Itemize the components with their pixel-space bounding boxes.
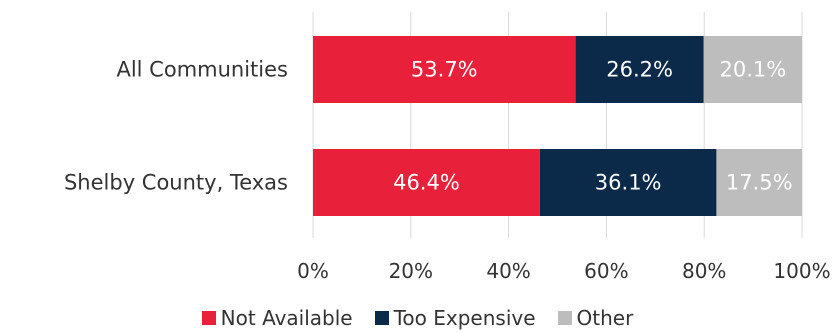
legend-label-too-expensive: Too Expensive [394, 306, 536, 330]
legend-item-other: Other [558, 306, 634, 330]
x-tick-label-60: 60% [584, 259, 628, 283]
category-label-0: All Communities [116, 58, 288, 82]
data-label-too-expensive-0: 26.2% [606, 58, 673, 82]
legend-swatch-not-available [202, 311, 216, 325]
category-label-1: Shelby County, Texas [64, 171, 288, 195]
data-label-other-1: 17.5% [726, 171, 793, 195]
legend-swatch-too-expensive [375, 311, 389, 325]
x-tick-label-80: 80% [682, 259, 726, 283]
data-label-not-available-0: 53.7% [411, 58, 478, 82]
x-tick-label-40: 40% [486, 259, 530, 283]
data-label-not-available-1: 46.4% [393, 171, 460, 195]
legend-item-not-available: Not Available [202, 306, 353, 330]
legend-label-other: Other [577, 306, 634, 330]
data-label-other-0: 20.1% [719, 58, 786, 82]
x-tick-label-0: 0% [297, 259, 329, 283]
x-tick-label-100: 100% [773, 259, 830, 283]
chart-legend: Not Available Too Expensive Other [0, 306, 835, 330]
legend-swatch-other [558, 311, 572, 325]
data-label-too-expensive-1: 36.1% [595, 171, 662, 195]
legend-item-too-expensive: Too Expensive [375, 306, 536, 330]
legend-label-not-available: Not Available [221, 306, 353, 330]
x-tick-label-20: 20% [389, 259, 433, 283]
